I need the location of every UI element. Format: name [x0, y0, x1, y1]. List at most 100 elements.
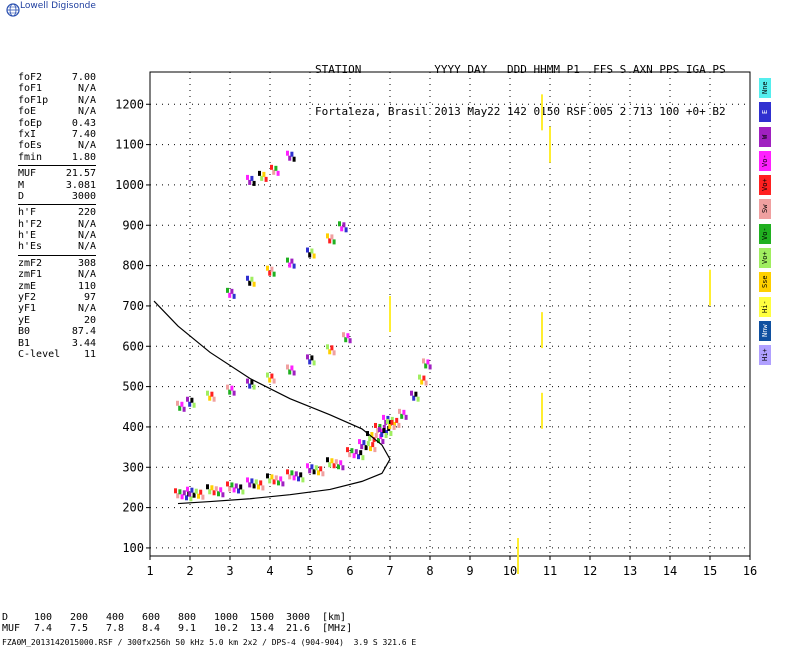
data-point — [402, 409, 406, 415]
header-line-1: STATION YYYY DAY DDD HHMM P1 FFS S AXN P… — [315, 63, 726, 76]
data-point — [386, 418, 389, 424]
x-tick-label: 11 — [543, 564, 557, 578]
data-point — [541, 392, 543, 429]
direction-legend: Nne E W Vo- Vo+ Sw Vo- Vo+ Sse Hi- Nnw Hi+ — [759, 78, 771, 370]
data-point — [420, 379, 424, 385]
parameter-row: D 3000 — [18, 191, 96, 202]
data-point — [232, 293, 236, 299]
data-point — [337, 464, 340, 470]
data-point — [342, 332, 345, 338]
data-point — [219, 487, 223, 493]
data-point — [290, 258, 294, 264]
data-point — [182, 406, 186, 412]
data-point — [326, 344, 329, 350]
profile-curve — [153, 300, 391, 505]
data-point — [292, 370, 296, 376]
data-point — [250, 175, 254, 181]
parameter-value: N/A — [77, 140, 96, 152]
data-point — [357, 454, 360, 460]
data-point — [308, 252, 312, 258]
data-point — [260, 175, 264, 181]
parameter-value: N/A — [77, 218, 96, 230]
data-point — [230, 482, 234, 488]
data-point — [306, 247, 309, 253]
parameter-name: foEs — [18, 140, 43, 152]
parameter-name: zmF2 — [18, 257, 43, 269]
distance-value: 800 — [178, 612, 197, 623]
parameter-group-heights: h'F 220 h'F2 N/A h'E N/A h'Es N/A — [18, 207, 96, 253]
parameter-row: foEp 0.43 — [18, 118, 96, 129]
parameter-row: h'Es N/A — [18, 241, 96, 252]
distance-value: 600 — [142, 612, 161, 623]
data-point — [389, 430, 393, 436]
header: STATION YYYY DAY DDD HHMM P1 FFS S AXN P… — [315, 35, 726, 133]
data-point — [308, 359, 312, 365]
data-point — [393, 421, 396, 427]
data-point — [350, 448, 354, 454]
parameter-name: yF1 — [18, 303, 37, 315]
data-point — [424, 363, 428, 369]
data-point — [400, 413, 404, 419]
parameter-name: fxI — [18, 128, 37, 140]
muf-value: 9.1 — [178, 623, 197, 634]
data-point — [321, 471, 325, 477]
data-point — [270, 266, 274, 272]
data-point — [326, 457, 329, 463]
data-point — [250, 379, 254, 385]
legend-item: Vo- — [759, 223, 771, 244]
parameter-name: zmE — [18, 280, 37, 292]
x-tick-label: 1 — [146, 564, 153, 578]
data-point — [190, 487, 194, 493]
data-point — [385, 429, 388, 435]
data-point — [212, 490, 216, 496]
data-point — [382, 424, 386, 430]
parameter-row: yF1 N/A — [18, 303, 96, 314]
parameter-group-frequencies: foF2 7.00 foF1 N/A foF1p N/A foE N/A foEp 0.43 fxI… — [18, 72, 96, 163]
data-point — [252, 384, 256, 390]
data-point — [194, 488, 198, 494]
data-point — [384, 433, 388, 438]
data-point — [362, 440, 366, 446]
x-tick-label: 2 — [186, 564, 193, 578]
data-point — [404, 414, 408, 420]
parameter-name: D — [18, 190, 25, 202]
data-point — [308, 468, 312, 474]
parameter-group-profile: zmF2 308 zmF1 N/A zmE 110 yF2 97 yF1 N/A yE 20 B0 87.… — [18, 258, 96, 361]
data-point — [301, 477, 305, 483]
y-tick-label: 100 — [122, 541, 144, 555]
data-point — [272, 378, 276, 384]
muf-value: 7.4 — [34, 623, 53, 634]
data-point — [228, 292, 232, 298]
divider — [18, 165, 96, 167]
data-point — [178, 489, 182, 495]
data-point — [314, 465, 318, 471]
data-point — [270, 164, 273, 170]
data-point — [392, 424, 396, 430]
data-point — [180, 494, 184, 500]
data-point — [286, 150, 289, 156]
data-point — [541, 312, 543, 349]
data-point — [382, 414, 385, 420]
data-point — [292, 263, 296, 269]
y-tick-label: 1000 — [115, 178, 144, 192]
data-point — [232, 487, 236, 493]
muf-value: 13.4 — [250, 623, 275, 634]
parameter-value: 7.40 — [71, 128, 96, 140]
muf-label: MUF — [2, 623, 21, 634]
distance-value: 3000 — [286, 612, 311, 623]
parameter-value: N/A — [77, 83, 96, 95]
data-point — [426, 359, 430, 365]
data-point — [382, 428, 386, 433]
data-point — [292, 475, 296, 481]
parameter-row: B0 87.4 — [18, 326, 96, 337]
parameter-name: foEp — [18, 117, 43, 129]
data-point — [332, 463, 336, 469]
distance-value: 200 — [70, 612, 89, 623]
data-point — [386, 415, 390, 421]
data-point — [319, 466, 323, 472]
data-point — [188, 491, 192, 497]
parameter-value: 20 — [83, 314, 96, 326]
data-point — [268, 377, 272, 383]
data-point — [226, 287, 229, 293]
parameter-value: N/A — [77, 230, 96, 242]
